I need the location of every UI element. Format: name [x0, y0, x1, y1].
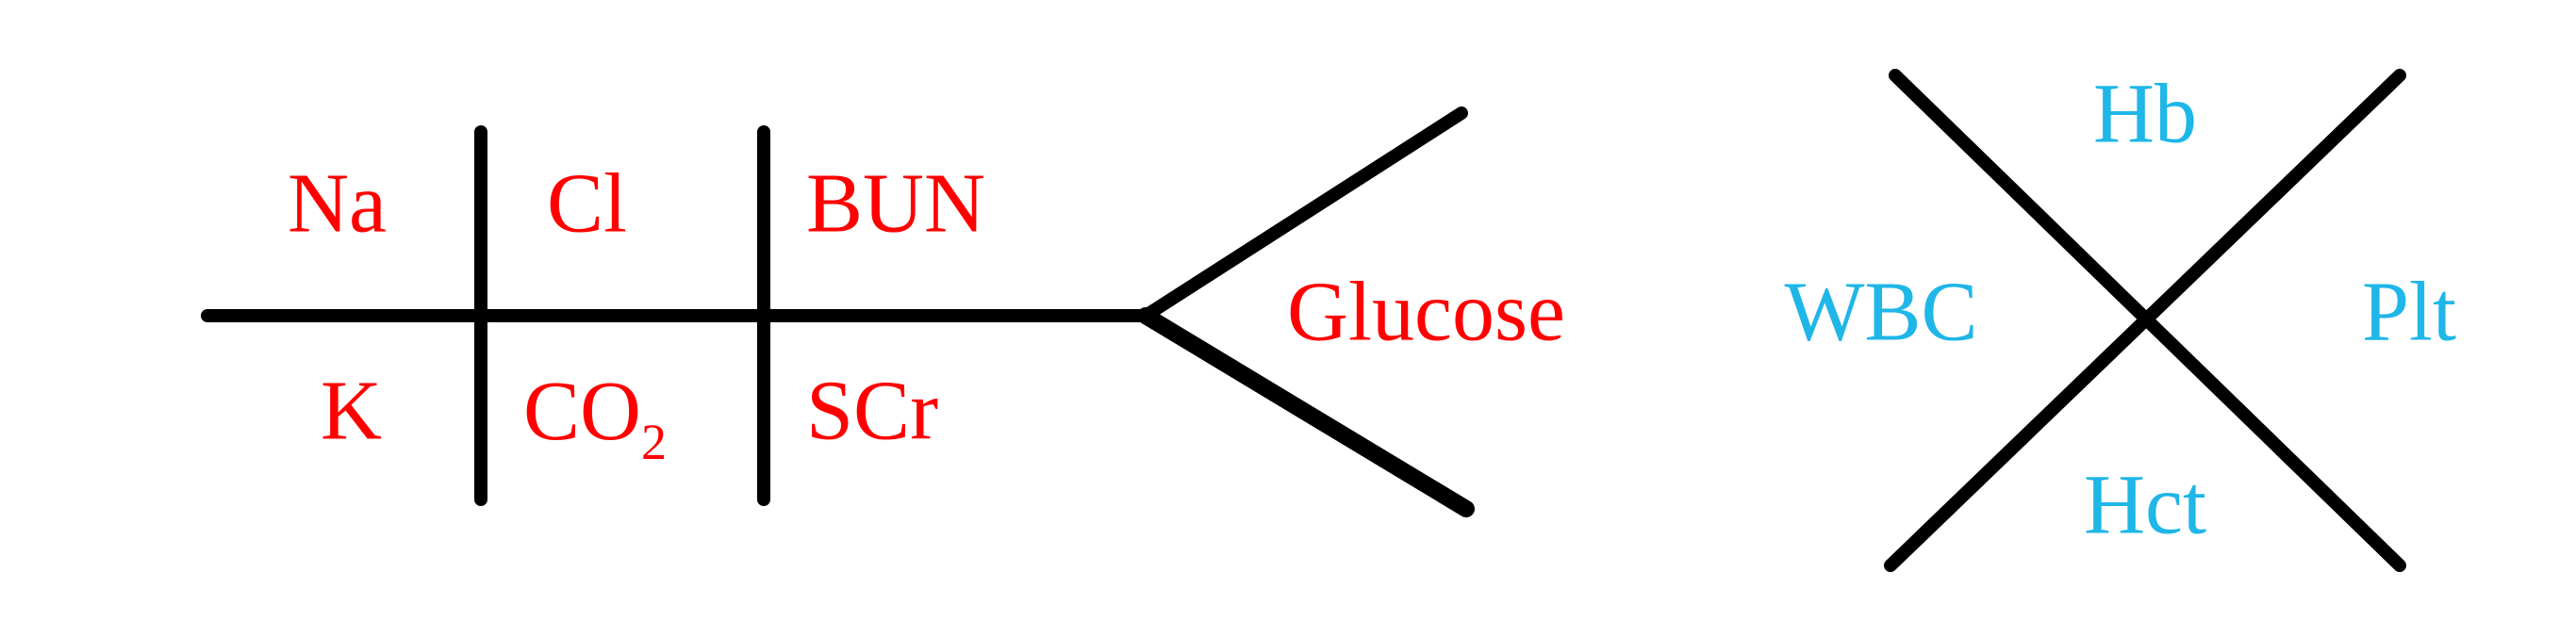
- label-bun: BUN: [806, 157, 985, 251]
- cbc-cross: Hb Hct WBC Plt: [1784, 68, 2456, 565]
- label-co2: CO2: [523, 365, 667, 471]
- label-scr: SCr: [806, 365, 938, 458]
- label-wbc: WBC: [1784, 266, 1977, 359]
- label-plt: Plt: [2362, 266, 2456, 359]
- label-hb: Hb: [2093, 68, 2197, 161]
- label-hct: Hct: [2084, 459, 2206, 552]
- lab-shorthand-diagram: Na K Cl CO2 BUN SCr Glucose Hb Hct WBC P…: [0, 0, 2576, 638]
- label-cl: Cl: [547, 157, 627, 251]
- label-glucose: Glucose: [1287, 266, 1565, 359]
- bmp-fishbone: Na K Cl CO2 BUN SCr Glucose: [207, 113, 1565, 509]
- label-k: K: [321, 365, 382, 458]
- label-na: Na: [288, 157, 387, 251]
